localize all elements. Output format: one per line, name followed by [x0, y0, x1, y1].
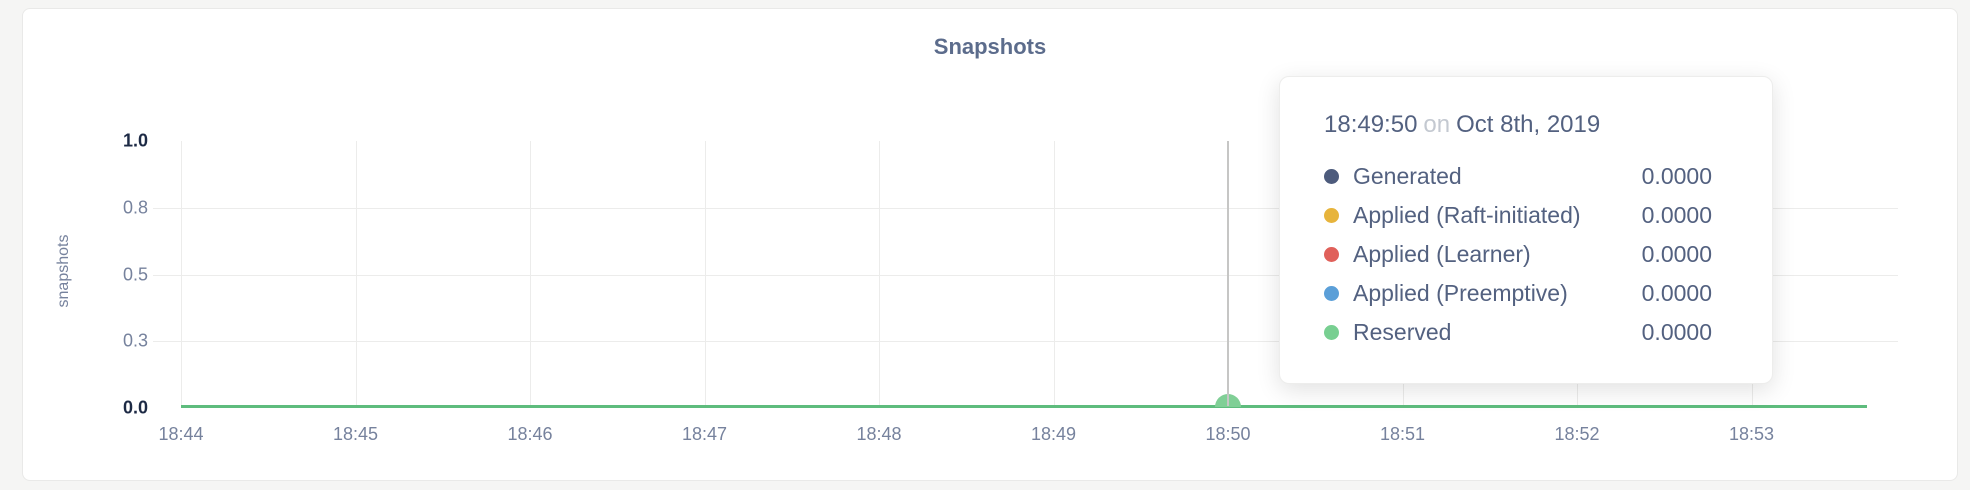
- y-tick-label: 1.0: [122, 130, 148, 151]
- series-color-dot-icon: [1324, 208, 1339, 223]
- chart-card: Snapshots snapshots 1.0 0.8 0.5 0.3 0.0 18:4…: [22, 8, 1958, 481]
- tooltip-series-row: Applied (Raft-initiated) 0.0000: [1324, 196, 1712, 235]
- series-color-dot-icon: [1324, 247, 1339, 262]
- y-tick-label: 0.5: [122, 264, 148, 284]
- series-value: 0.0000: [1641, 202, 1712, 228]
- y-tick-label: 0.8: [122, 197, 148, 218]
- x-tick-labels: 18:44 18:45 18:46 18:47 18:48 18:49 18:50 18:51…: [158, 424, 1898, 448]
- x-tick-label: 18:49: [1030, 424, 1077, 444]
- series-color-dot-icon: [1324, 169, 1339, 184]
- x-tick-label: 18:51: [1379, 424, 1426, 444]
- x-tick-label: 18:47: [681, 424, 728, 444]
- series-color-dot-icon: [1324, 325, 1339, 340]
- hover-tooltip: 18:49:50 on Oct 8th, 2019 Generated 0.0000 A…: [1279, 76, 1773, 384]
- y-tick-labels: 1.0 0.8 0.5 0.3 0.0: [23, 131, 148, 418]
- series-name: Applied (Preemptive): [1353, 280, 1568, 306]
- x-tick-label: 18:45: [332, 424, 379, 444]
- tooltip-time: 18:49:50: [1324, 111, 1418, 138]
- x-tick-label: 18:44: [158, 424, 204, 444]
- tooltip-date: Oct 8th, 2019: [1456, 111, 1601, 138]
- series-name: Applied (Learner): [1353, 241, 1531, 267]
- series-color-dot-icon: [1324, 286, 1339, 301]
- tooltip-series-row: Applied (Preemptive) 0.0000: [1324, 274, 1712, 313]
- horizontal-gridline: [153, 341, 1898, 343]
- y-tick-label: 0.0: [122, 397, 148, 418]
- tooltip-header: 18:49:50 on Oct 8th, 2019: [1324, 110, 1712, 140]
- tooltip-series-row: Reserved 0.0000: [1324, 313, 1712, 352]
- series-value: 0.0000: [1641, 319, 1712, 345]
- x-tick-label: 18:53: [1728, 424, 1775, 444]
- tooltip-series-row: Generated 0.0000: [1324, 157, 1712, 196]
- series-line: [181, 405, 1867, 408]
- x-tick-label: 18:50: [1205, 424, 1251, 444]
- horizontal-gridline: [153, 274, 1898, 276]
- series-name: Reserved: [1353, 319, 1452, 345]
- x-tick-label: 18:52: [1554, 424, 1600, 444]
- series-name: Applied (Raft-initiated): [1353, 202, 1581, 228]
- series-value: 0.0000: [1641, 241, 1712, 267]
- tooltip-series-list: Generated 0.0000 Applied (Raft-initiated) 0…: [1324, 157, 1712, 352]
- series-value: 0.0000: [1641, 163, 1712, 189]
- x-tick-label: 18:46: [507, 424, 553, 444]
- y-tick-label: 0.3: [122, 330, 148, 351]
- series-name: Generated: [1353, 163, 1462, 189]
- tooltip-series-row: Applied (Learner) 0.0000: [1324, 235, 1712, 274]
- chart-title: Snapshots: [933, 34, 1047, 59]
- horizontal-gridline: [153, 207, 1898, 209]
- tooltip-connector: on: [1423, 111, 1451, 138]
- x-tick-label: 18:48: [856, 424, 902, 444]
- series-value: 0.0000: [1641, 280, 1712, 306]
- crosshair-line: [1227, 141, 1229, 406]
